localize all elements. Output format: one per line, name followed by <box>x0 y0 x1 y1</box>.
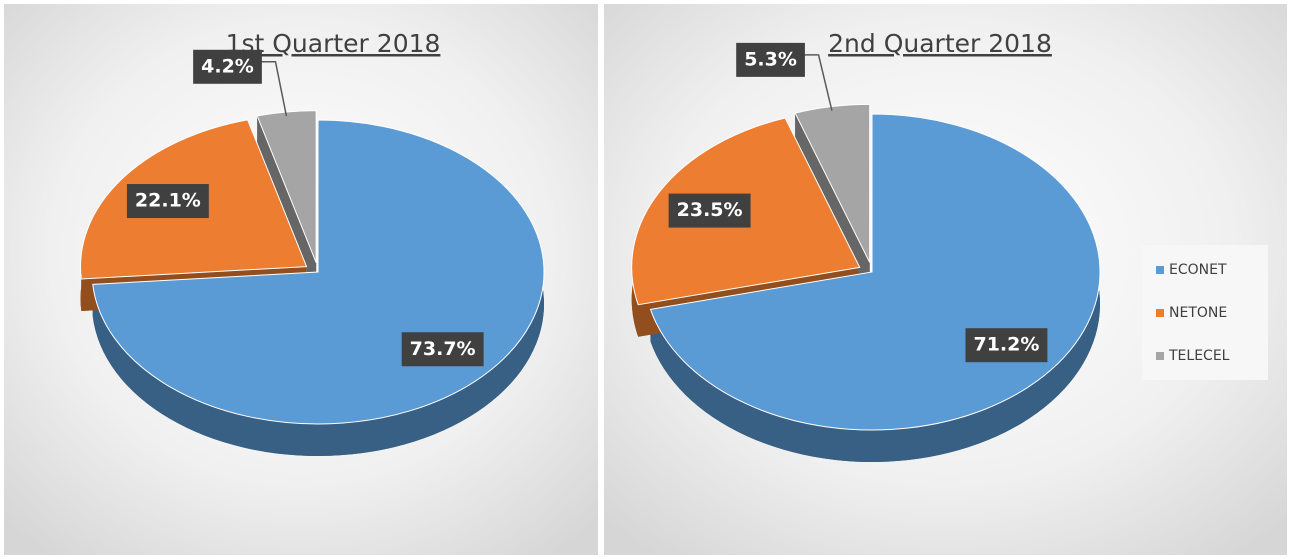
legend-swatch <box>1156 266 1164 274</box>
legend-swatch <box>1156 352 1164 360</box>
legend-label: NETONE <box>1169 305 1227 321</box>
legend-label: ECONET <box>1169 262 1227 278</box>
value-label: 71.2% <box>973 334 1039 356</box>
value-label-box <box>965 328 1048 363</box>
value-label: 23.5% <box>677 199 743 221</box>
value-label-box <box>126 184 209 219</box>
legend-swatch <box>1156 309 1164 317</box>
legend-label: TELECEL <box>1168 348 1230 364</box>
slice-edge <box>257 115 317 295</box>
value-label-box <box>668 193 751 228</box>
chart-title: 1st Quarter 2018 <box>226 29 441 58</box>
value-label-box <box>193 49 262 84</box>
value-label-box <box>401 332 484 367</box>
chart-title: 2nd Quarter 2018 <box>828 29 1052 58</box>
value-label: 5.3% <box>744 48 797 70</box>
value-label: 22.1% <box>135 190 201 212</box>
pie-slice <box>794 103 871 263</box>
value-label-box <box>736 42 805 77</box>
pie-slice <box>256 110 317 263</box>
value-label: 73.7% <box>410 338 476 360</box>
value-label: 4.2% <box>201 55 254 77</box>
